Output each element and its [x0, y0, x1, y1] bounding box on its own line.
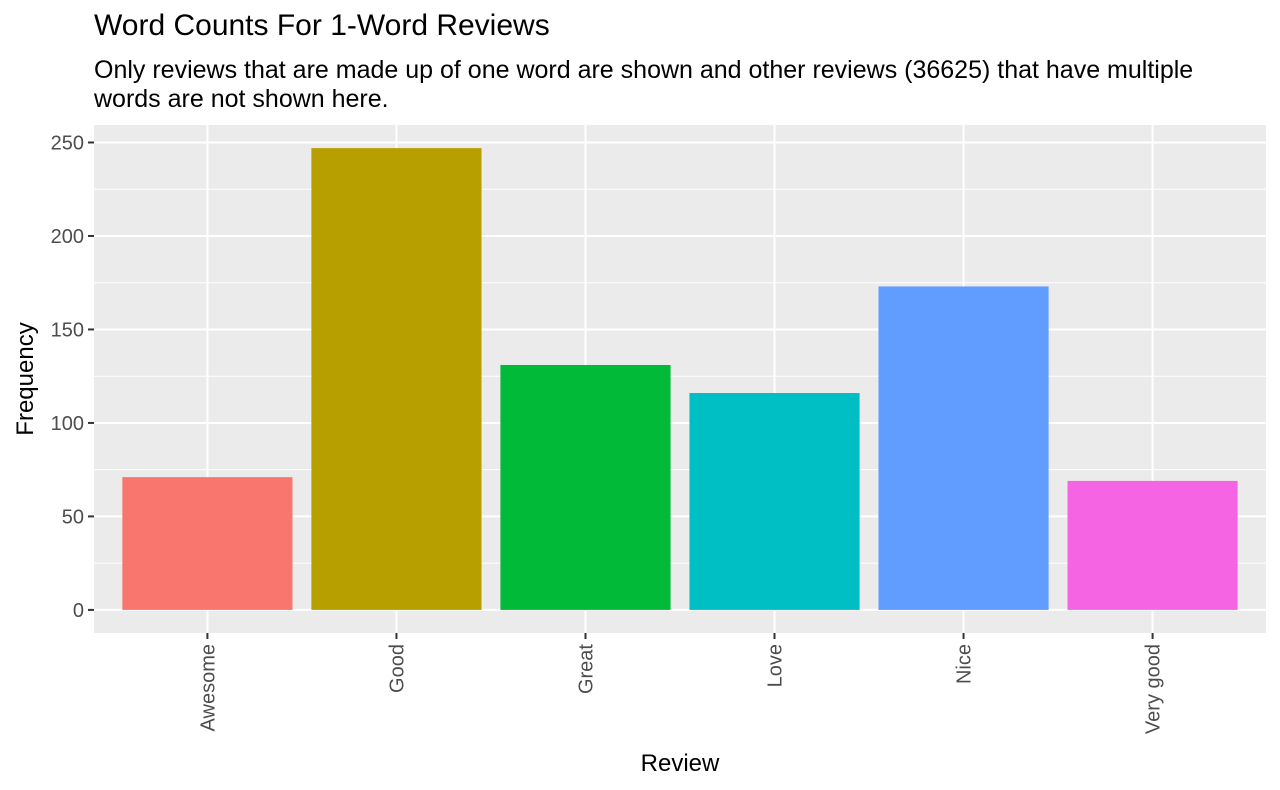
x-tick-label: Very good — [1143, 644, 1165, 734]
x-axis: Awesome Good Great Love Nice Very good — [197, 633, 1165, 734]
x-tick-label: Great — [575, 644, 597, 694]
y-tick-label: 200 — [51, 226, 84, 248]
y-tick-label: 150 — [51, 319, 84, 341]
y-tick-label: 100 — [51, 413, 84, 435]
bar-love — [689, 393, 860, 610]
x-tick-label: Awesome — [197, 644, 219, 731]
y-tick-label: 0 — [73, 600, 84, 622]
bar-good — [311, 148, 482, 610]
bars — [122, 148, 1238, 610]
x-tick-label: Good — [386, 644, 408, 693]
y-tick-label: 50 — [62, 506, 84, 528]
bar-great — [500, 364, 671, 610]
chart-subtitle: Only reviews that are made up of one wor… — [94, 56, 1194, 113]
bar-nice — [878, 286, 1049, 610]
bar-awesome — [122, 477, 293, 610]
y-tick-label: 250 — [51, 132, 84, 154]
y-axis: 0 50 100 150 200 250 — [51, 132, 94, 622]
y-axis-title: Frequency — [12, 322, 39, 435]
x-tick-label: Nice — [954, 644, 976, 684]
x-axis-title: Review — [641, 750, 720, 777]
chart-title: Word Counts For 1-Word Reviews — [94, 9, 550, 42]
bar-very-good — [1067, 480, 1238, 610]
x-tick-label: Love — [765, 644, 787, 687]
